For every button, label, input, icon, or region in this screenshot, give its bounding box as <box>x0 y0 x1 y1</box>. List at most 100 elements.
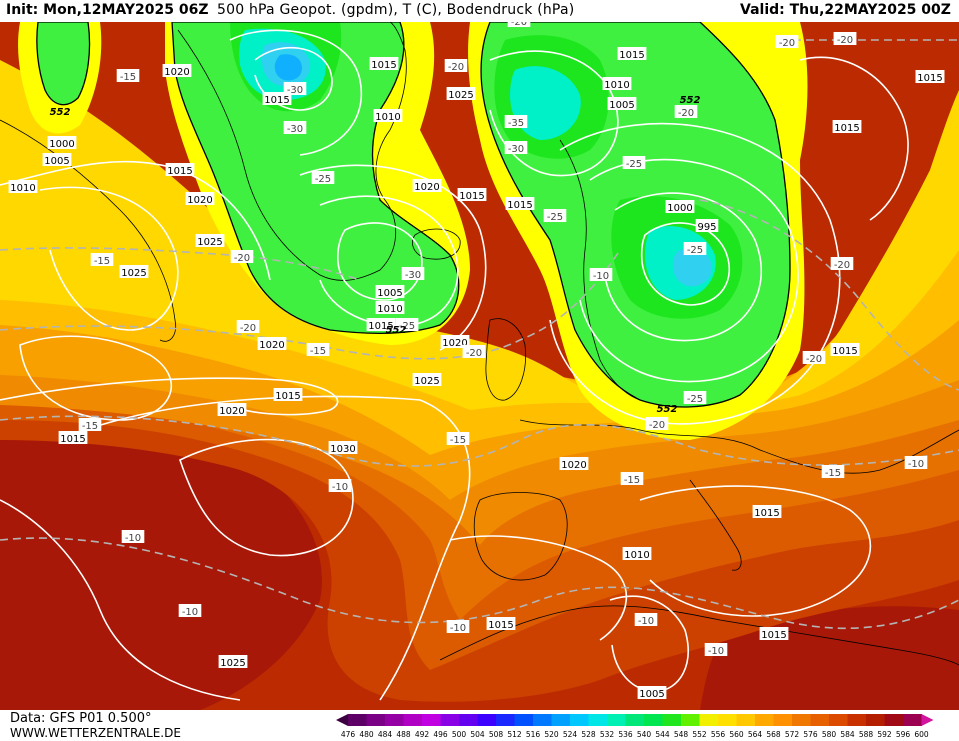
geopotential-label: 552 <box>50 107 71 118</box>
temperature-label-text: -30 <box>405 270 421 281</box>
isobar-label: 1015 <box>505 197 535 211</box>
isobar-label-text: 1025 <box>197 237 222 248</box>
colorbar-swatch <box>440 714 460 726</box>
temperature-label-bg <box>306 343 330 356</box>
temperature-label-bg <box>683 391 707 404</box>
isobar-label-bg <box>665 200 695 213</box>
colorbar-swatch <box>422 714 441 726</box>
temperature-label: -15 <box>116 69 140 83</box>
isobar-label: 995 <box>695 219 719 233</box>
temperature-label: -15 <box>306 343 330 357</box>
temperature-label: -20 <box>236 320 260 334</box>
temperature-label-bg <box>674 105 698 118</box>
colorbar-tick-label: 596 <box>896 730 911 739</box>
temperature-label-bg <box>90 253 114 266</box>
colorbar-swatch <box>385 714 404 726</box>
temperature-label-bg <box>116 69 140 82</box>
isobar-label-text: 1015 <box>834 123 859 134</box>
colorbar-swatch <box>718 714 737 726</box>
isobar-labels: 1020 1015 1015 1010 1000 1005 1010 1015 1020 1025… <box>8 47 945 700</box>
temperature-label: -10 <box>446 620 470 634</box>
temperature-label-bg <box>236 320 260 333</box>
isobar-label: 1025 <box>195 234 225 248</box>
colorbar-swatch <box>403 714 423 726</box>
isobar-line <box>489 50 619 177</box>
colorbar-tick-label: 580 <box>822 730 837 739</box>
temperature-label: -10 <box>704 643 728 657</box>
colorbar-swatch <box>366 714 386 726</box>
isobar-label-bg <box>602 77 632 90</box>
isobar-label-bg <box>695 219 719 232</box>
temperature-label-bg <box>645 417 669 430</box>
colorbar-tick-label: 504 <box>470 730 485 739</box>
colorbar-swatch <box>607 714 626 726</box>
temperature-label: -10 <box>328 479 352 493</box>
colorbar-swatch <box>625 714 645 726</box>
colorbar-swatch <box>570 714 589 726</box>
temperature-label: -20 <box>444 59 468 73</box>
colorbar-tick-label: 528 <box>581 730 596 739</box>
isobar-label: 1020 <box>185 192 215 206</box>
isobar-label: 1015 <box>366 318 396 332</box>
isobar-label-text: 995 <box>697 222 716 233</box>
isobar-label-text: 1015 <box>488 620 513 631</box>
temperature-label-bg <box>620 472 644 485</box>
temperature-label-text: -20 <box>649 420 665 431</box>
isobar-label-bg <box>369 57 399 70</box>
isobar-label-text: 1015 <box>264 95 289 106</box>
colorbar-tick-label: 492 <box>415 730 430 739</box>
isobar-line <box>639 485 872 617</box>
isobar-label: 1015 <box>759 627 789 641</box>
isobar-line <box>319 195 459 327</box>
temperature-label-bg <box>683 242 707 255</box>
isobar-line <box>0 377 339 416</box>
isobar-label-text: 1015 <box>371 60 396 71</box>
temperature-label: -10 <box>121 530 145 544</box>
isobar-label-text: 1015 <box>917 73 942 84</box>
africa-coast <box>439 605 959 666</box>
colorbar-tick-label: 484 <box>378 730 393 739</box>
temperature-label: -25 <box>683 391 707 405</box>
colorbar-tick-label: 476 <box>341 730 356 739</box>
isobar-label-text: 1015 <box>754 508 779 519</box>
isobar-label: 1010 <box>375 301 405 315</box>
isobar-label-bg <box>375 285 405 298</box>
isobar-label: 1015 <box>617 47 647 61</box>
temperature-label-bg <box>504 141 528 154</box>
weather-map-svg: 1020 1015 1015 1010 1000 1005 1010 1015 1020 1025… <box>0 22 959 710</box>
temperature-label-bg <box>833 32 857 45</box>
temperature-label-text: -35 <box>508 118 524 129</box>
temperature-label-text: -20 <box>678 108 694 119</box>
temperature-label: -10 <box>634 613 658 627</box>
geopot-552-line <box>171 22 460 334</box>
isobar-label-bg <box>412 373 442 386</box>
temperature-label-text: -20 <box>448 62 464 73</box>
isobar-label-bg <box>412 179 442 192</box>
geopot-552-line-2 <box>480 22 791 408</box>
colorbar-tick-label: 532 <box>600 730 615 739</box>
temperature-label-bg <box>311 171 335 184</box>
temperature-label-text: -20 <box>234 253 250 264</box>
colorbar-swatch <box>903 714 922 726</box>
temperature-label-bg <box>504 115 528 128</box>
isobar-label-text: 1025 <box>121 268 146 279</box>
isobar-label-text: 1015 <box>368 321 393 332</box>
temperature-label-text: -10 <box>908 459 924 470</box>
isobar-line <box>604 192 763 342</box>
temperature-label-text: -15 <box>310 346 326 357</box>
colorbar-tick-label: 536 <box>618 730 633 739</box>
isobar-label-text: 1015 <box>619 50 644 61</box>
colorbar-tick-label: 488 <box>396 730 411 739</box>
colorbar-tick-label: 592 <box>877 730 892 739</box>
isobar-label-bg <box>47 136 77 149</box>
geopotential-label-text: 552 <box>50 107 71 118</box>
isobar-label-text: 1015 <box>60 434 85 445</box>
isobar-label: 1025 <box>446 87 476 101</box>
temperature-label-text: -15 <box>120 72 136 83</box>
temperature-label-text: -15 <box>825 468 841 479</box>
isobar-label: 1015 <box>830 343 860 357</box>
isobar-label-text: 1020 <box>164 67 189 78</box>
isobar-label-text: 1030 <box>330 444 355 455</box>
isobar-label: 1015 <box>486 617 516 631</box>
temperature-label-bg <box>462 345 486 358</box>
